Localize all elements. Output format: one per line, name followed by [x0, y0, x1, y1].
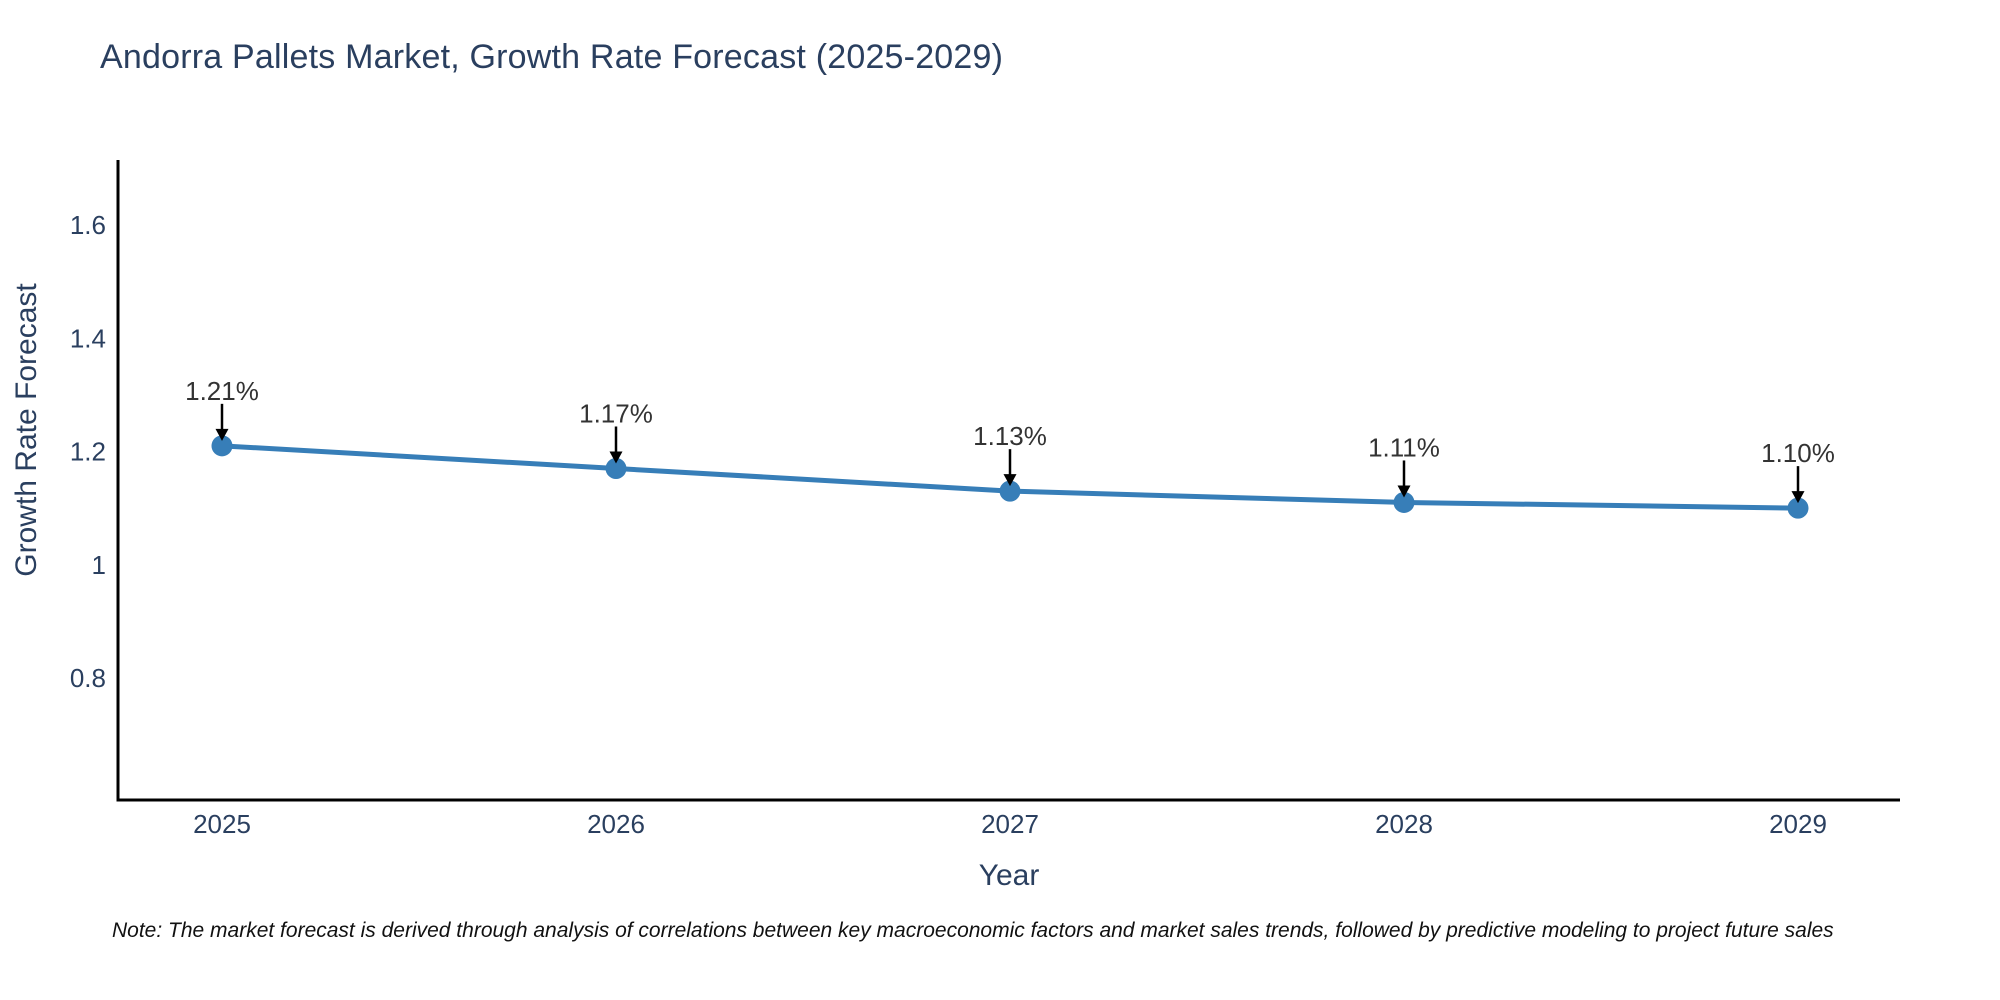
x-tick-label: 2028 — [1375, 809, 1433, 839]
annotation-label: 1.21% — [185, 376, 259, 406]
data-point-marker — [211, 435, 233, 457]
y-tick-label: 0.8 — [70, 663, 106, 693]
data-point-marker — [999, 480, 1021, 502]
chart-title: Andorra Pallets Market, Growth Rate Fore… — [100, 38, 1004, 76]
data-point-marker — [605, 457, 627, 479]
footnote: Note: The market forecast is derived thr… — [112, 919, 1834, 942]
annotation-arrow-head — [1003, 474, 1017, 487]
annotation-label: 1.11% — [1368, 432, 1440, 462]
annotation-arrow-head — [1397, 485, 1411, 498]
data-point-marker — [1787, 497, 1809, 519]
y-tick-label: 1.4 — [70, 323, 106, 353]
annotation-arrow-head — [1791, 491, 1805, 504]
x-axis-title: Year — [978, 859, 1040, 892]
x-tick-label: 2029 — [1769, 809, 1827, 839]
y-tick-label: 1 — [92, 550, 106, 580]
x-tick-label: 2027 — [981, 809, 1039, 839]
y-tick-label: 1.2 — [70, 437, 106, 467]
y-axis-title: Growth Rate Forecast — [10, 283, 43, 577]
y-tick-label: 1.6 — [70, 210, 106, 240]
annotation-label: 1.10% — [1761, 438, 1835, 468]
x-tick-label: 2026 — [587, 809, 645, 839]
annotation-label: 1.13% — [973, 421, 1047, 451]
data-point-marker — [1393, 491, 1415, 513]
x-tick-label: 2025 — [193, 809, 251, 839]
annotation-arrow-head — [215, 428, 229, 441]
annotation-label: 1.17% — [579, 398, 653, 428]
annotation-arrow-head — [609, 451, 623, 464]
